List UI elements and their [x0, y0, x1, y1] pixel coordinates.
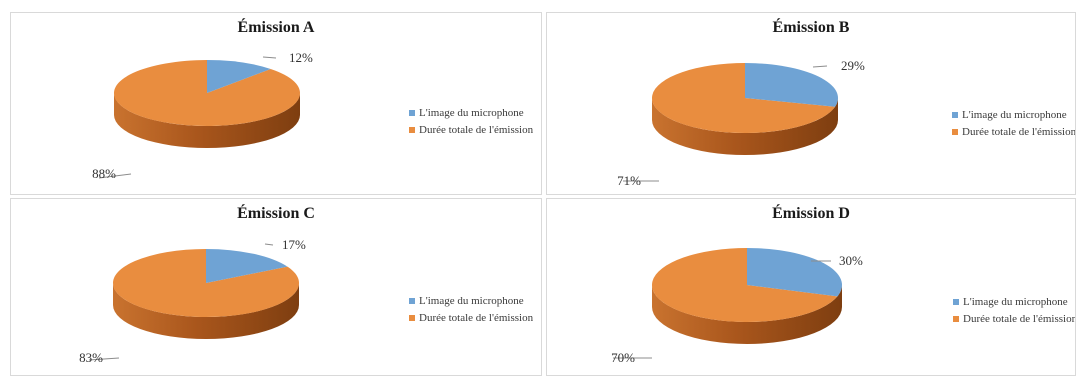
pie-side-wall: [652, 285, 842, 344]
chart-title: Émission A: [237, 19, 315, 36]
legend-item-total: Durée totale de l'émission: [953, 310, 1076, 327]
legend-item-total: Durée totale de l'émission: [409, 309, 533, 326]
pie-chart-a: 12% 88%: [92, 50, 313, 181]
chart-panel-a: Émission A 12% 88% L'image du microphone …: [10, 12, 542, 195]
legend-label-total: Durée totale de l'émission: [963, 312, 1076, 325]
chart-title: Émission D: [772, 205, 850, 222]
data-label-microphone: 12%: [289, 50, 313, 65]
legend-swatch-total: [952, 128, 958, 135]
legend-label-microphone: L'image du microphone: [962, 108, 1067, 121]
chart-legend: L'image du microphone Durée totale de l'…: [953, 293, 1076, 327]
data-label-total: 70%: [611, 350, 635, 365]
legend-item-microphone: L'image du microphone: [409, 292, 533, 309]
pie-side-wall: [652, 98, 838, 155]
leader-line: [98, 173, 132, 179]
legend-item-total: Durée totale de l'émission: [952, 123, 1076, 140]
legend-label-total: Durée totale de l'émission: [962, 125, 1076, 138]
pie-slice-total: [114, 60, 301, 126]
pie-chart-d: 30% 70%: [611, 248, 863, 365]
chart-title: Émission B: [772, 19, 850, 36]
legend-label-microphone: L'image du microphone: [419, 106, 524, 119]
legend-item-microphone: L'image du microphone: [409, 104, 533, 121]
legend-swatch-microphone: [409, 297, 415, 304]
pie-slice-microphone: [206, 249, 288, 283]
data-label-total: 71%: [617, 173, 641, 188]
legend-swatch-microphone: [953, 298, 959, 305]
chart-legend: L'image du microphone Durée totale de l'…: [952, 106, 1076, 140]
legend-swatch-total: [953, 315, 959, 322]
data-label-microphone: 30%: [839, 253, 863, 268]
leader-line: [262, 56, 277, 59]
leader-line: [264, 243, 274, 246]
chart-panel-d: Émission D 30% 70% L'image du microphone …: [546, 198, 1076, 376]
chart-panel-b: Émission B 29% 71% L'image du microphone …: [546, 12, 1076, 195]
pie-slice-total: [652, 248, 838, 322]
pie-side-wall: [113, 283, 299, 339]
pie-chart-c: 17% 83%: [79, 237, 306, 365]
legend-label-total: Durée totale de l'émission: [419, 311, 534, 324]
data-label-microphone: 17%: [282, 237, 306, 252]
chart-title: Émission C: [237, 205, 315, 222]
data-label-total: 83%: [79, 350, 103, 365]
legend-swatch-total: [409, 126, 415, 133]
pie-slice-total: [652, 63, 836, 133]
legend-swatch-total: [409, 314, 415, 321]
leader-line: [88, 357, 120, 361]
chart-legend: L'image du microphone Durée totale de l'…: [409, 104, 533, 138]
pie-side-wall: [114, 93, 300, 148]
pie-slice-microphone: [207, 60, 271, 93]
legend-label-total: Durée totale de l'émission: [419, 123, 534, 136]
leader-line: [812, 65, 828, 68]
legend-swatch-microphone: [409, 109, 415, 116]
pie-slice-microphone: [745, 63, 838, 107]
data-label-total: 88%: [92, 166, 116, 181]
legend-item-microphone: L'image du microphone: [953, 293, 1075, 310]
legend-swatch-microphone: [952, 111, 958, 118]
pie-slice-microphone: [747, 248, 842, 297]
legend-label-microphone: L'image du microphone: [963, 295, 1068, 308]
data-label-microphone: 29%: [841, 58, 865, 73]
chart-legend: L'image du microphone Durée totale de l'…: [409, 292, 533, 326]
legend-label-microphone: L'image du microphone: [419, 294, 524, 307]
pie-chart-b: 29% 71%: [617, 58, 865, 188]
legend-item-total: Durée totale de l'émission: [409, 121, 533, 138]
chart-panel-c: Émission C 17% 83% L'image du microphone …: [10, 198, 542, 376]
legend-item-microphone: L'image du microphone: [952, 106, 1075, 123]
